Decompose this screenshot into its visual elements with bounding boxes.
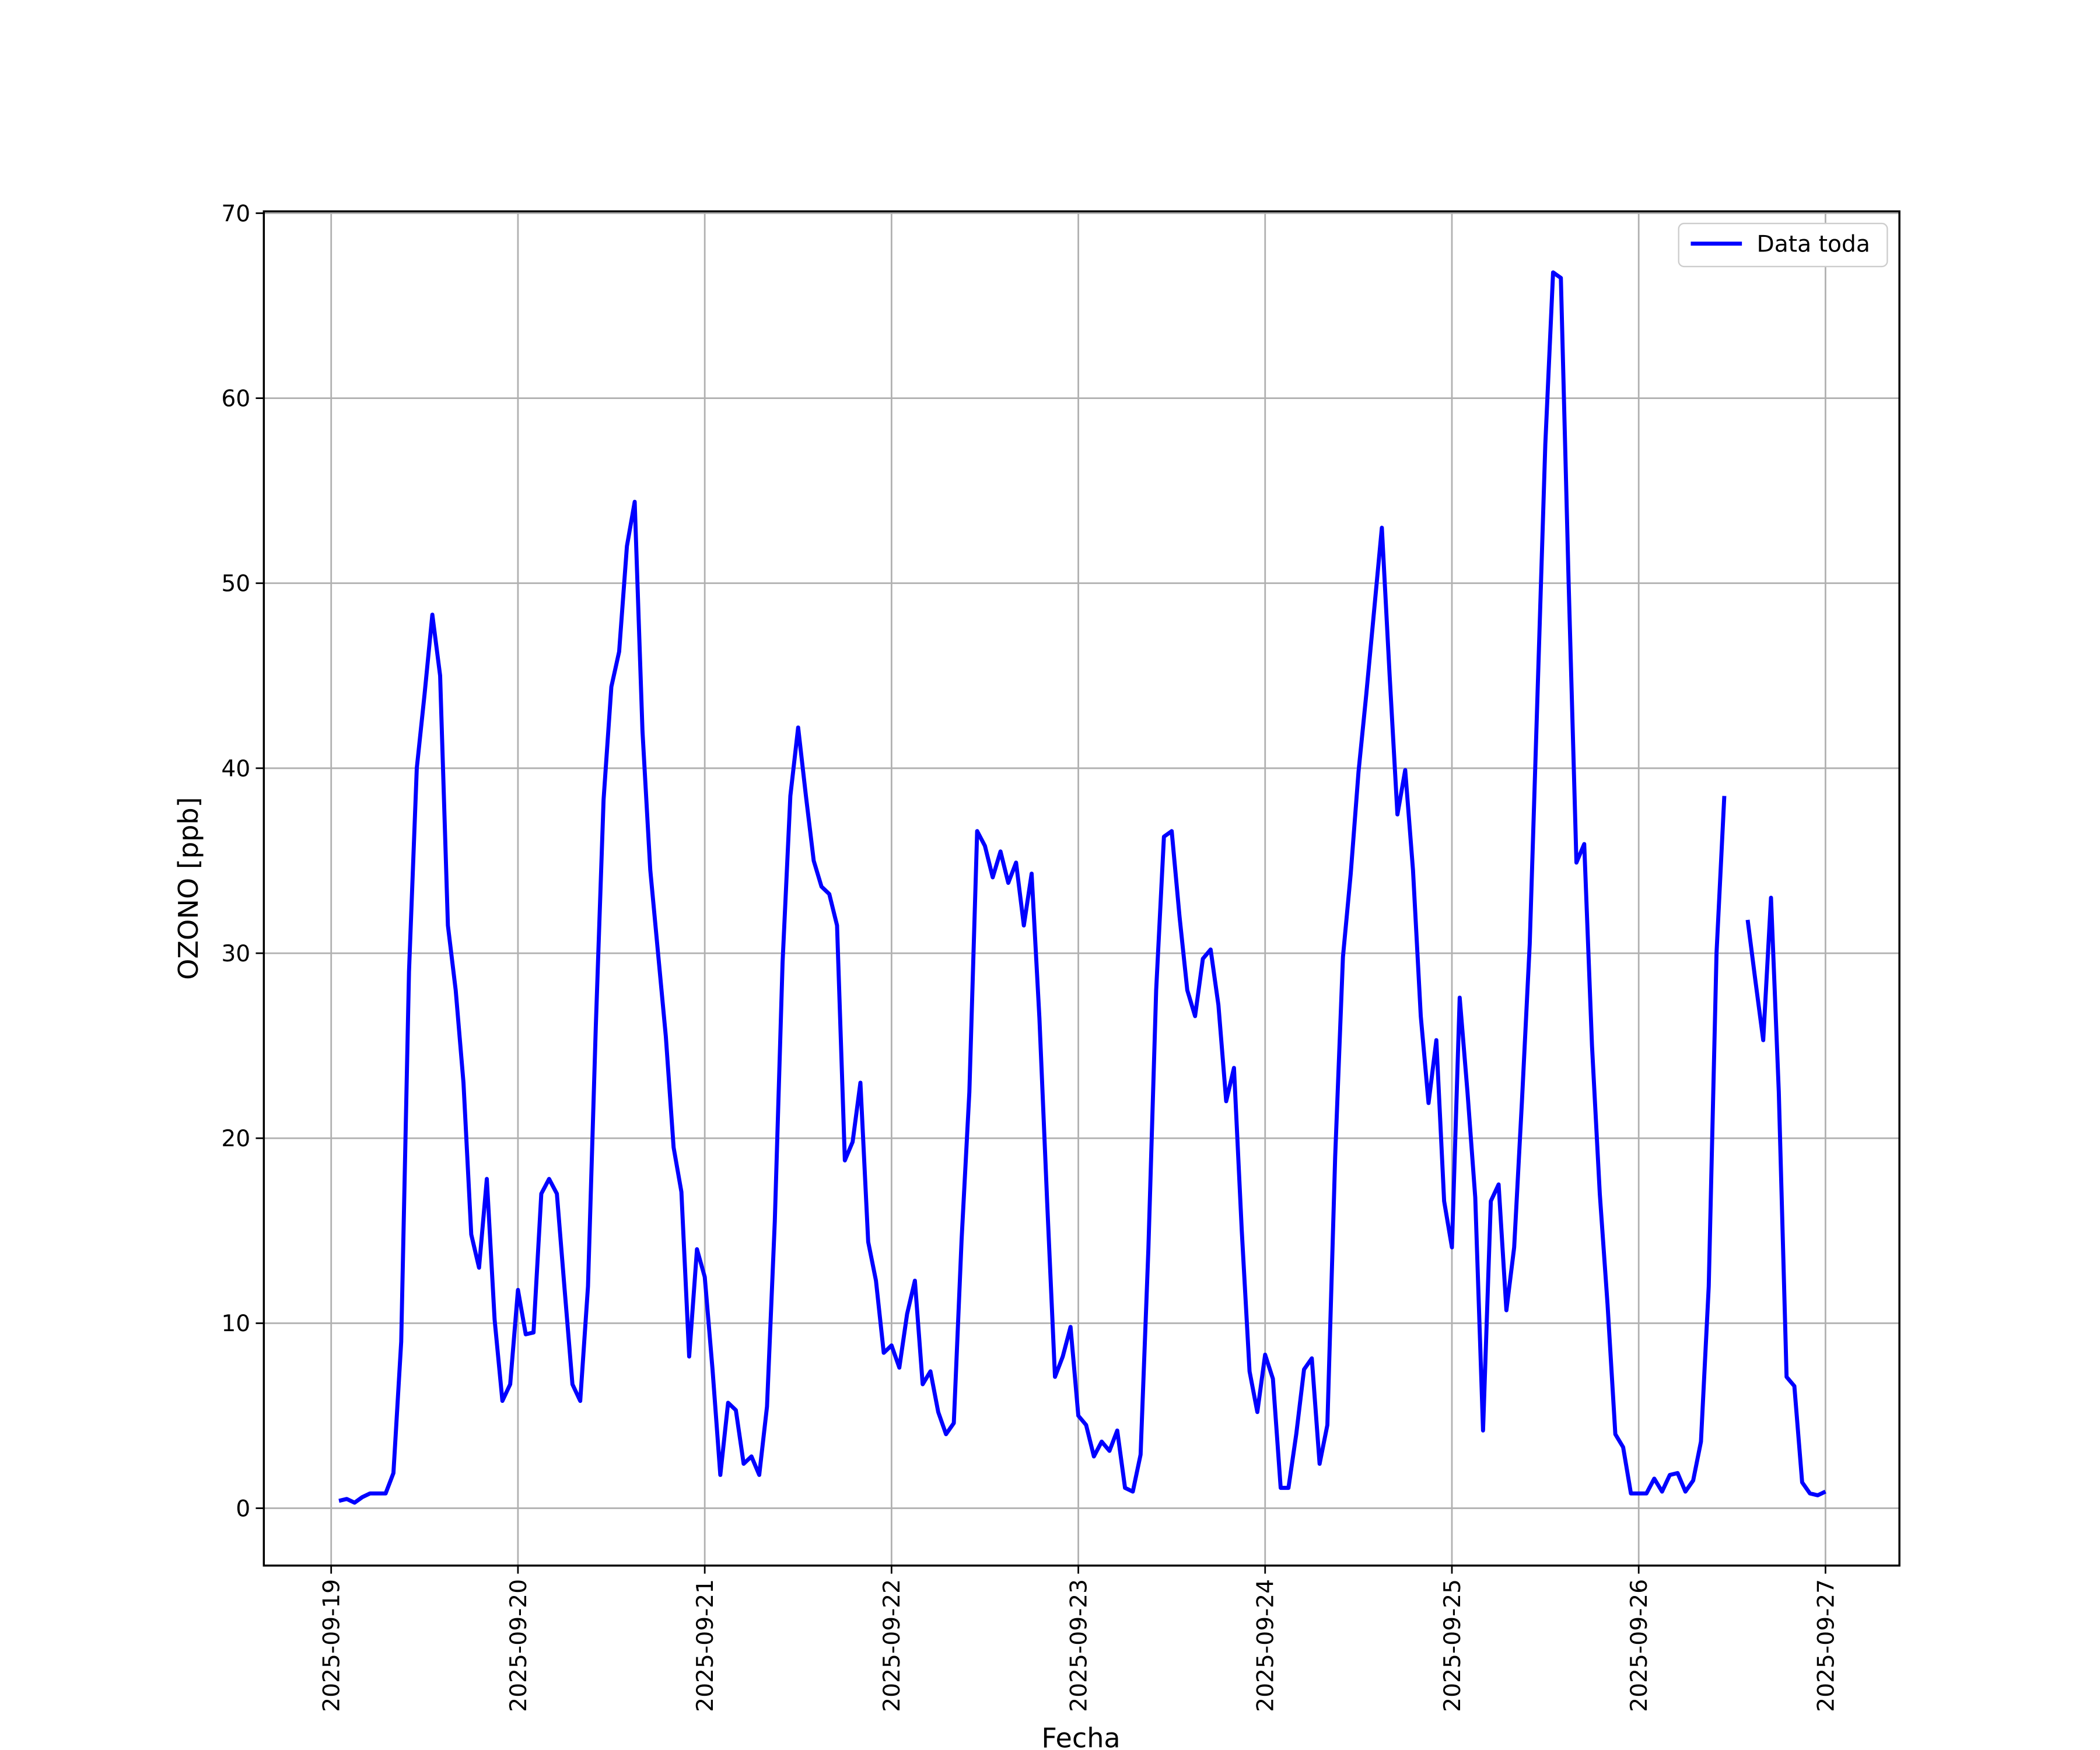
x-axis-label: Fecha — [1041, 1722, 1120, 1750]
legend-box — [1678, 222, 1888, 268]
plot — [338, 270, 1826, 1505]
legend: Data toda — [1678, 222, 1888, 268]
y-tick-label: 50 — [221, 571, 250, 597]
y-tick-label: 60 — [221, 386, 250, 412]
grid — [264, 211, 1900, 1566]
x-tick-label: 2025-09-22 — [879, 1579, 905, 1712]
x-tick-label: 2025-09-21 — [692, 1579, 719, 1712]
x-tick-label: 2025-09-19 — [319, 1579, 345, 1712]
axes-frame — [262, 210, 1901, 1567]
x-tick-label: 2025-09-25 — [1440, 1579, 1466, 1712]
y-tick-label: 70 — [221, 201, 250, 227]
y-tick-label: 10 — [221, 1311, 250, 1337]
y-axis-label: OZONO [ppb] — [173, 797, 204, 980]
x-tick-label: 2025-09-20 — [506, 1579, 532, 1712]
legend-label: Data toda — [1757, 232, 1870, 258]
x-tick-label: 2025-09-24 — [1253, 1579, 1279, 1712]
y-tick-label: 30 — [221, 941, 250, 967]
y-tick-label: 20 — [221, 1126, 250, 1152]
x-tick-label: 2025-09-23 — [1066, 1579, 1092, 1712]
ticks: 0 10 20 30 40 50 60 70 2025-09-19 2025-09-20 2025-… — [221, 201, 1839, 1712]
y-tick-label: 40 — [221, 756, 250, 782]
x-tick-label: 2025-09-27 — [1813, 1579, 1839, 1712]
x-tick-label: 2025-09-26 — [1626, 1579, 1653, 1712]
data-line — [338, 270, 1826, 1505]
y-tick-label: 0 — [236, 1496, 250, 1522]
